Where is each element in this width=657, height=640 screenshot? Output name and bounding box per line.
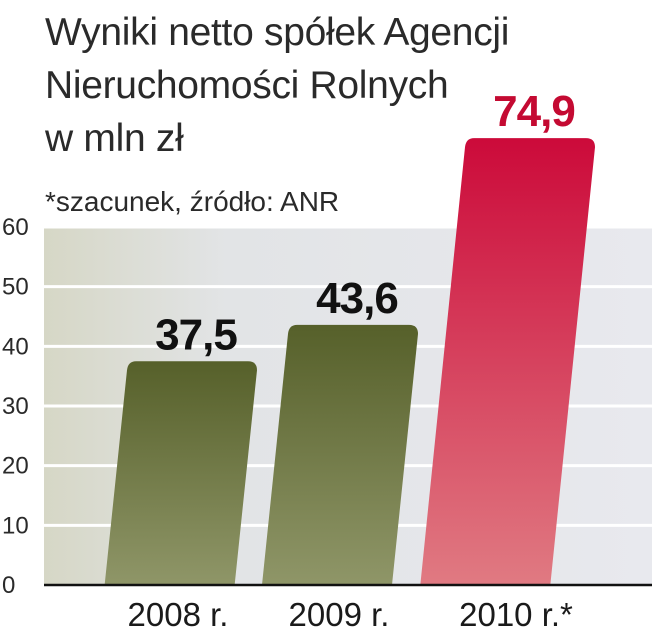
bar-3 bbox=[420, 138, 595, 585]
y-tick-label: 50 bbox=[2, 274, 29, 301]
bar-1 bbox=[104, 361, 257, 585]
value-label: 37,5 bbox=[155, 310, 237, 359]
value-label: 74,9 bbox=[493, 87, 575, 136]
y-tick-label: 60 bbox=[2, 214, 29, 241]
source-note: *szacunek, źródło: ANR bbox=[45, 186, 340, 217]
category-label: 2010 r.* bbox=[459, 596, 573, 633]
category-label: 2009 r. bbox=[289, 596, 390, 633]
y-tick-label: 20 bbox=[2, 453, 29, 480]
y-tick-label: 10 bbox=[2, 512, 29, 539]
y-tick-label: 0 bbox=[2, 572, 15, 599]
category-label: 2008 r. bbox=[128, 596, 229, 633]
value-label: 43,6 bbox=[316, 274, 398, 323]
y-tick-label: 40 bbox=[2, 333, 29, 360]
chart-title: Wyniki netto spółek Agencji Nieruchomośc… bbox=[45, 11, 510, 160]
y-tick-label: 30 bbox=[2, 393, 29, 420]
bar-2 bbox=[261, 324, 418, 585]
